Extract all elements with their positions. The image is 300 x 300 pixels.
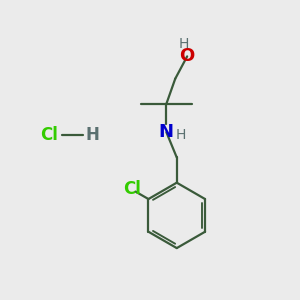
Text: Cl: Cl [40, 126, 58, 144]
Text: H: H [176, 128, 186, 142]
Text: O: O [179, 47, 195, 65]
Text: H: H [85, 126, 99, 144]
Text: Cl: Cl [123, 180, 141, 198]
Text: N: N [159, 123, 174, 141]
Text: H: H [178, 37, 189, 51]
